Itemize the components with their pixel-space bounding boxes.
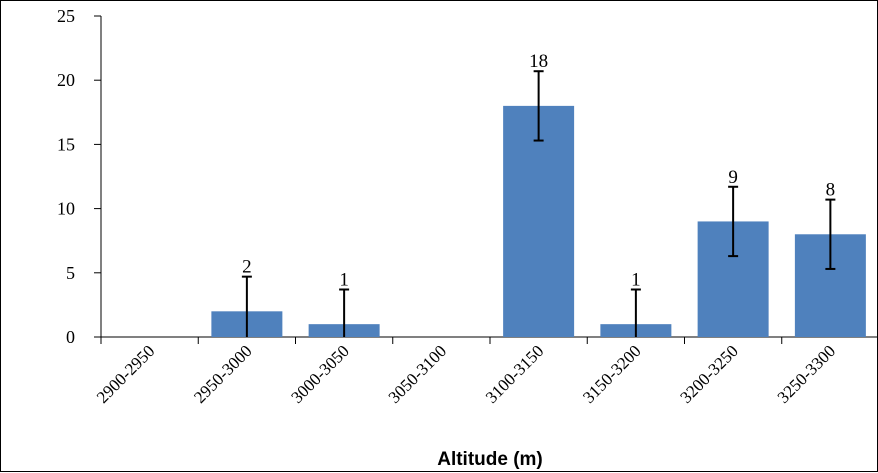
y-axis: 0 5 10 15 20 25 [57,6,102,347]
data-label: 18 [529,51,548,72]
data-label: 1 [339,269,349,290]
x-tick-label: 3100-3150 [482,341,548,407]
x-tick-label: 2950-3000 [190,341,256,407]
y-tick-label: 0 [66,327,75,347]
x-tick-label: 3150-3200 [579,341,645,407]
y-tick-label: 25 [57,6,75,26]
x-tick-label: 3250-3300 [774,341,840,407]
data-label: 1 [631,269,641,290]
y-tick-label: 20 [57,70,75,90]
x-tick-label: 2900-2950 [93,341,159,407]
bar [503,105,575,337]
y-tick-label: 5 [66,263,75,283]
data-label: 2 [242,257,252,278]
data-label: 9 [728,167,738,188]
x-tick-label: 3000-3050 [287,341,353,407]
bars [211,105,866,337]
x-tick-label: 3200-3250 [676,341,742,407]
y-tick-label: 10 [57,199,75,219]
x-axis: 2900-2950 2950-3000 3000-3050 3050-3100 3100… [93,336,878,407]
x-tick-label: 3050-3100 [385,341,451,407]
data-label: 8 [826,180,836,201]
data-labels: 2 1 18 1 9 8 [242,51,835,290]
error-bars [241,70,836,337]
x-axis-title: Altitude (m) [437,449,543,470]
y-tick-label: 15 [57,134,75,154]
